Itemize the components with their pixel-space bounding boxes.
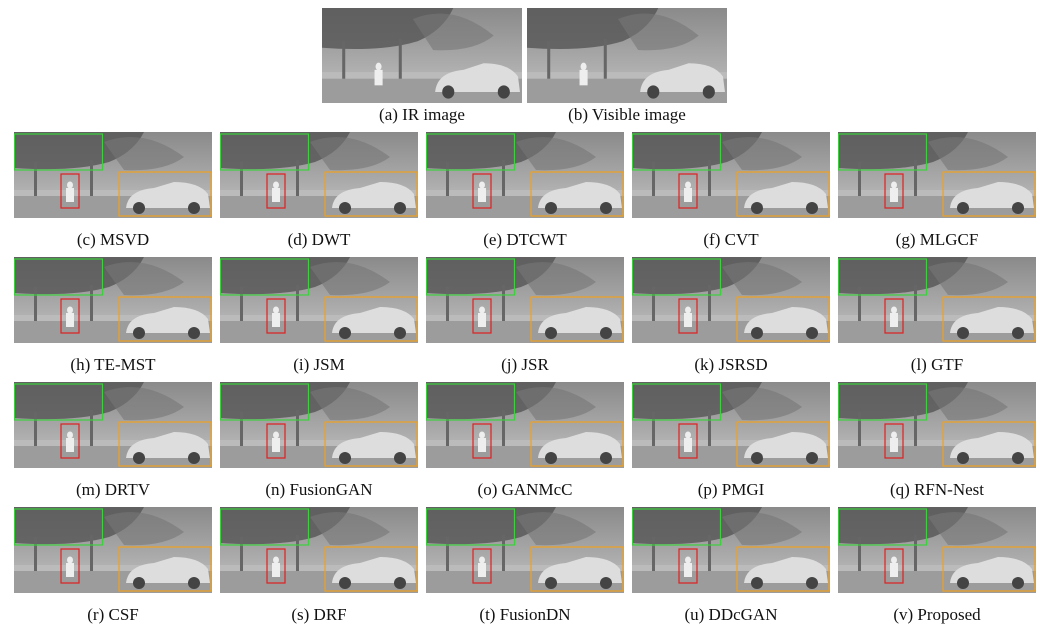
- image: [426, 257, 624, 343]
- image: [426, 132, 624, 218]
- caption: (u) DDcGAN: [684, 605, 777, 624]
- image: [14, 132, 212, 218]
- image: [14, 382, 212, 468]
- image: [527, 8, 727, 103]
- caption: (i) JSM: [293, 355, 344, 374]
- image: [632, 507, 830, 593]
- caption: (q) RFN-Nest: [890, 480, 984, 499]
- caption: (j) JSR: [501, 355, 549, 374]
- caption: (l) GTF: [911, 355, 963, 374]
- image: [838, 132, 1036, 218]
- image: [838, 507, 1036, 593]
- caption: (a) IR image: [379, 105, 465, 124]
- image: [220, 257, 418, 343]
- caption: (o) GANMcC: [478, 480, 573, 499]
- image: [426, 382, 624, 468]
- image: [14, 257, 212, 343]
- caption: (b) Visible image: [568, 105, 686, 124]
- caption: (n) FusionGAN: [265, 480, 372, 499]
- image: [426, 507, 624, 593]
- image: [220, 382, 418, 468]
- figure: (a) IR image (b) Visible image (c) MSVD (d)…: [0, 0, 1043, 626]
- caption: (c) MSVD: [77, 230, 149, 249]
- caption: (v) Proposed: [893, 605, 981, 624]
- caption: (d) DWT: [288, 230, 351, 249]
- caption: (t) FusionDN: [479, 605, 570, 624]
- caption: (f) CVT: [703, 230, 759, 249]
- caption: (r) CSF: [87, 605, 138, 624]
- caption: (m) DRTV: [76, 480, 151, 499]
- image: [632, 257, 830, 343]
- image: [220, 507, 418, 593]
- image: [220, 132, 418, 218]
- image: [838, 257, 1036, 343]
- caption: (g) MLGCF: [896, 230, 979, 249]
- image: [632, 132, 830, 218]
- caption: (s) DRF: [291, 605, 346, 624]
- image: [632, 382, 830, 468]
- caption: (p) PMGI: [698, 480, 765, 499]
- caption: (k) JSRSD: [694, 355, 767, 374]
- image: [322, 8, 522, 103]
- image: [14, 507, 212, 593]
- caption: (e) DTCWT: [483, 230, 567, 249]
- caption: (h) TE-MST: [70, 355, 156, 374]
- image: [838, 382, 1036, 468]
